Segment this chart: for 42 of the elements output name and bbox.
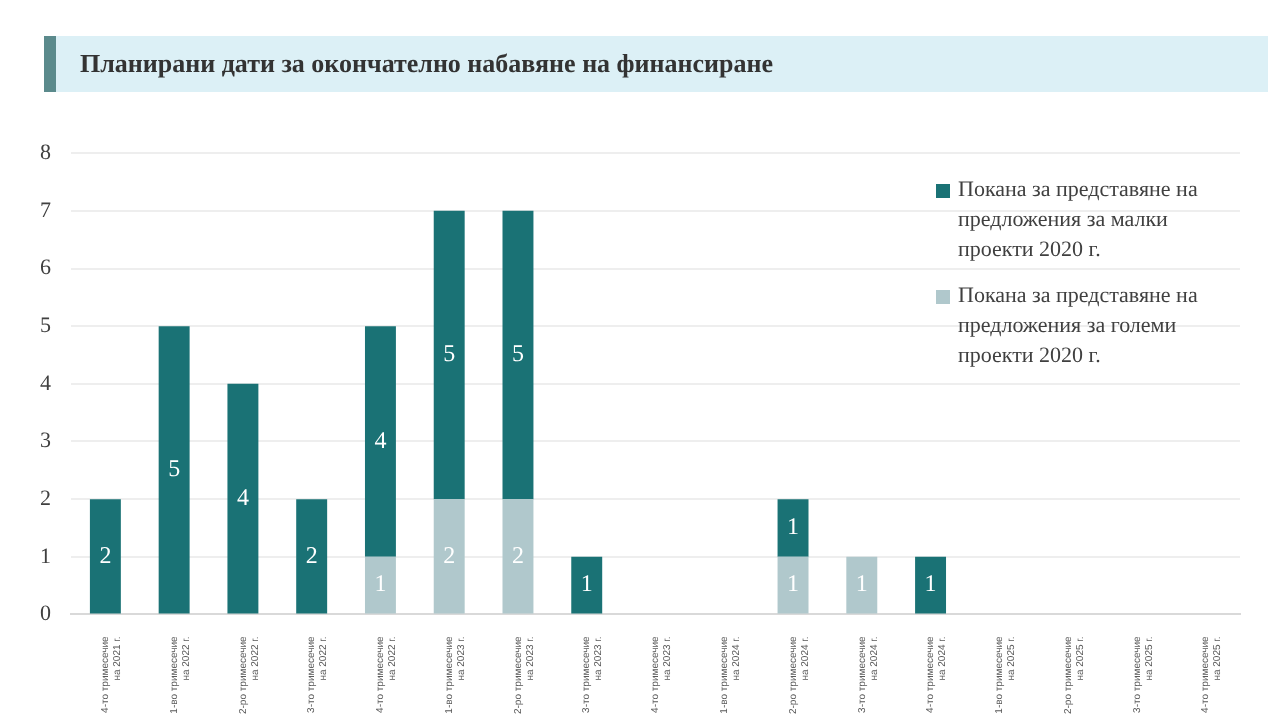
data-label: 2	[99, 540, 112, 569]
y-tick-label: 1	[40, 544, 51, 569]
data-label: 1	[787, 569, 800, 598]
y-tick-label: 4	[40, 371, 52, 396]
bar	[227, 383, 259, 614]
bar	[364, 326, 396, 557]
bar	[777, 556, 809, 614]
bar	[433, 499, 465, 614]
data-label: 4	[374, 425, 387, 454]
data-label: 2	[305, 540, 318, 569]
data-label: 5	[443, 339, 456, 368]
legend-label: Покана за представяне на предложения за големи проекти 2020 г.	[958, 282, 1200, 372]
y-tick-label: 3	[40, 429, 52, 454]
data-label: 1	[787, 512, 800, 541]
bar	[502, 210, 534, 500]
bar	[433, 210, 465, 500]
y-tick-label: 5	[40, 313, 52, 338]
data-label: 1	[924, 569, 937, 598]
bar	[502, 499, 534, 614]
bar	[846, 556, 878, 614]
data-label: 1	[580, 569, 593, 598]
y-tick-label: 0	[40, 602, 52, 627]
bar	[915, 556, 947, 614]
y-tick-label: 2	[40, 486, 51, 511]
bar	[777, 499, 809, 557]
y-tick-label: 8	[40, 140, 52, 165]
bar	[158, 326, 190, 614]
data-label: 1	[855, 569, 868, 598]
data-label: 5	[511, 339, 524, 368]
data-label: 1	[374, 569, 387, 598]
data-label: 5	[168, 454, 181, 483]
bar	[89, 499, 121, 614]
chart-title: Планирани дати за окончателно набавяне на финансиране	[80, 48, 774, 80]
y-tick-label: 7	[40, 198, 52, 223]
data-label: 2	[511, 540, 524, 569]
bar	[364, 556, 396, 614]
data-label: 2	[443, 540, 456, 569]
bar	[571, 556, 603, 614]
data-label: 4	[236, 482, 249, 511]
bar	[296, 499, 328, 614]
legend-label: Покана за представяне на предложения за малки проекти 2020 г.	[958, 176, 1200, 266]
y-tick-label: 6	[40, 256, 52, 281]
